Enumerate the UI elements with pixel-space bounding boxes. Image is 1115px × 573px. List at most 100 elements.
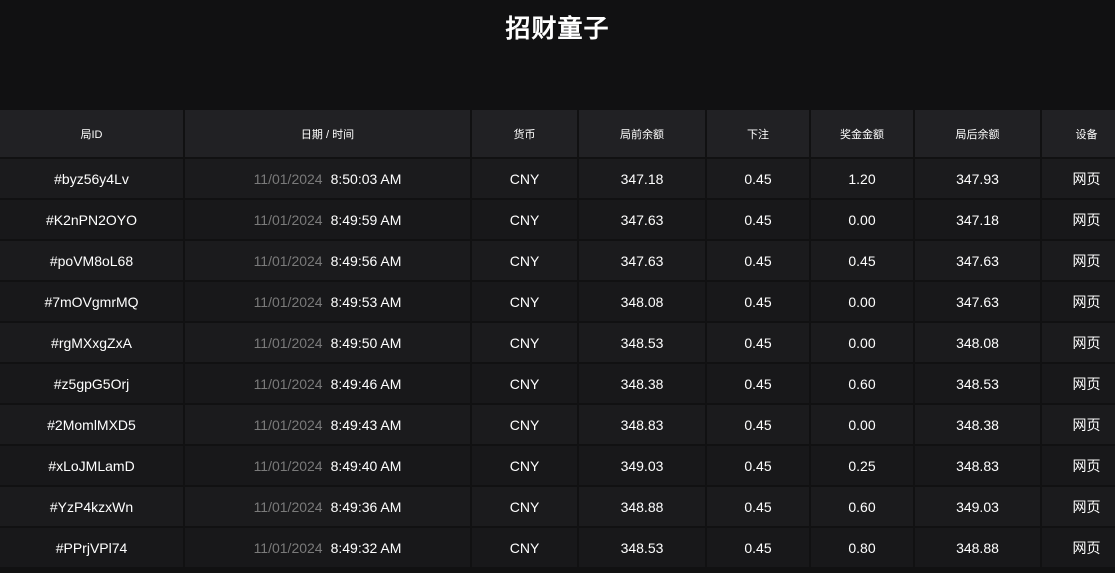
bet: 0.45 (707, 528, 809, 567)
win-amount: 0.60 (811, 487, 913, 526)
table-row[interactable]: #poVM8oL68 11/01/2024 8:49:56 AM CNY 347.63 0… (0, 241, 1115, 280)
currency: CNY (472, 405, 577, 444)
table-row[interactable]: #7mOVgmrMQ 11/01/2024 8:49:53 AM CNY 348.08 0… (0, 282, 1115, 321)
header-round-id: 局ID (0, 110, 183, 157)
win-amount: 0.00 (811, 282, 913, 321)
bet: 0.45 (707, 159, 809, 198)
win-amount: 0.60 (811, 364, 913, 403)
win-amount: 0.45 (811, 241, 913, 280)
date: 11/01/2024 (253, 457, 323, 474)
round-id: #rgMXxgZxA (0, 323, 183, 362)
time: 8:49:56 AM (330, 252, 402, 269)
bet: 0.45 (707, 241, 809, 280)
bet: 0.45 (707, 446, 809, 485)
table-row[interactable]: #rgMXxgZxA 11/01/2024 8:49:50 AM CNY 348.53 0… (0, 323, 1115, 362)
balance-before: 348.83 (579, 405, 705, 444)
time: 8:50:03 AM (330, 170, 402, 187)
round-id: #K2nPN2OYO (0, 200, 183, 239)
round-id: #7mOVgmrMQ (0, 282, 183, 321)
balance-after: 347.63 (915, 241, 1040, 280)
date: 11/01/2024 (253, 498, 323, 515)
header-currency: 货币 (472, 110, 577, 157)
balance-after: 348.53 (915, 364, 1040, 403)
currency: CNY (472, 487, 577, 526)
currency: CNY (472, 200, 577, 239)
time: 8:49:59 AM (330, 211, 402, 228)
time: 8:49:53 AM (330, 293, 402, 310)
win-amount: 0.00 (811, 200, 913, 239)
datetime-cell: 11/01/2024 8:49:32 AM (185, 528, 470, 567)
balance-after: 347.63 (915, 282, 1040, 321)
round-id: #byz56y4Lv (0, 159, 183, 198)
round-id: #PPrjVPl74 (0, 528, 183, 567)
balance-after: 347.93 (915, 159, 1040, 198)
date: 11/01/2024 (253, 334, 323, 351)
device: 网页 (1042, 241, 1115, 280)
header-datetime: 日期 / 时间 (185, 110, 470, 157)
bet: 0.45 (707, 405, 809, 444)
bet: 0.45 (707, 364, 809, 403)
date: 11/01/2024 (253, 416, 323, 433)
balance-after: 348.83 (915, 446, 1040, 485)
header-balance-before: 局前余额 (579, 110, 705, 157)
time: 8:49:40 AM (330, 457, 402, 474)
device: 网页 (1042, 159, 1115, 198)
table-row[interactable]: #2MomlMXD5 11/01/2024 8:49:43 AM CNY 348.83 0… (0, 405, 1115, 444)
time: 8:49:43 AM (330, 416, 402, 433)
table-row[interactable]: #YzP4kzxWn 11/01/2024 8:49:36 AM CNY 348.88 0… (0, 487, 1115, 526)
date: 11/01/2024 (253, 293, 323, 310)
datetime-cell: 11/01/2024 8:49:43 AM (185, 405, 470, 444)
datetime-cell: 11/01/2024 8:49:40 AM (185, 446, 470, 485)
balance-before: 348.53 (579, 528, 705, 567)
time: 8:49:46 AM (330, 375, 402, 392)
balance-before: 347.63 (579, 241, 705, 280)
table-row[interactable]: #byz56y4Lv 11/01/2024 8:50:03 AM CNY 347.18 0… (0, 159, 1115, 198)
balance-after: 348.38 (915, 405, 1040, 444)
device: 网页 (1042, 200, 1115, 239)
balance-before: 347.63 (579, 200, 705, 239)
win-amount: 0.00 (811, 323, 913, 362)
bet: 0.45 (707, 200, 809, 239)
table-row[interactable]: #z5gpG5Orj 11/01/2024 8:49:46 AM CNY 348.38 0… (0, 364, 1115, 403)
win-amount: 0.00 (811, 405, 913, 444)
round-id: #z5gpG5Orj (0, 364, 183, 403)
table-row[interactable]: #PPrjVPl74 11/01/2024 8:49:32 AM CNY 348.53 0… (0, 528, 1115, 567)
win-amount: 0.25 (811, 446, 913, 485)
datetime-cell: 11/01/2024 8:49:50 AM (185, 323, 470, 362)
datetime-cell: 11/01/2024 8:50:03 AM (185, 159, 470, 198)
table-row[interactable]: #K2nPN2OYO 11/01/2024 8:49:59 AM CNY 347.63 0… (0, 200, 1115, 239)
balance-before: 348.88 (579, 487, 705, 526)
header-bet: 下注 (707, 110, 809, 157)
device: 网页 (1042, 323, 1115, 362)
table-row[interactable]: #xLoJMLamD 11/01/2024 8:49:40 AM CNY 349.03 0… (0, 446, 1115, 485)
currency: CNY (472, 446, 577, 485)
round-id: #xLoJMLamD (0, 446, 183, 485)
datetime-cell: 11/01/2024 8:49:53 AM (185, 282, 470, 321)
datetime-cell: 11/01/2024 8:49:46 AM (185, 364, 470, 403)
bet: 0.45 (707, 323, 809, 362)
history-table: 局ID 日期 / 时间 货币 局前余额 下注 奖金金额 局后余额 设备 #byz56y4Lv 1… (0, 108, 1115, 569)
header-balance-after: 局后余额 (915, 110, 1040, 157)
balance-after: 348.08 (915, 323, 1040, 362)
balance-before: 349.03 (579, 446, 705, 485)
date: 11/01/2024 (253, 211, 323, 228)
balance-before: 347.18 (579, 159, 705, 198)
win-amount: 0.80 (811, 528, 913, 567)
device: 网页 (1042, 528, 1115, 567)
currency: CNY (472, 241, 577, 280)
balance-before: 348.08 (579, 282, 705, 321)
date: 11/01/2024 (253, 375, 323, 392)
currency: CNY (472, 364, 577, 403)
page-title: 招财童子 (505, 15, 610, 43)
win-amount: 1.20 (811, 159, 913, 198)
balance-after: 348.88 (915, 528, 1040, 567)
time: 8:49:50 AM (330, 334, 402, 351)
date: 11/01/2024 (253, 252, 323, 269)
time: 8:49:36 AM (330, 498, 402, 515)
balance-after: 349.03 (915, 487, 1040, 526)
currency: CNY (472, 528, 577, 567)
currency: CNY (472, 323, 577, 362)
round-id: #YzP4kzxWn (0, 487, 183, 526)
balance-after: 347.18 (915, 200, 1040, 239)
device: 网页 (1042, 405, 1115, 444)
